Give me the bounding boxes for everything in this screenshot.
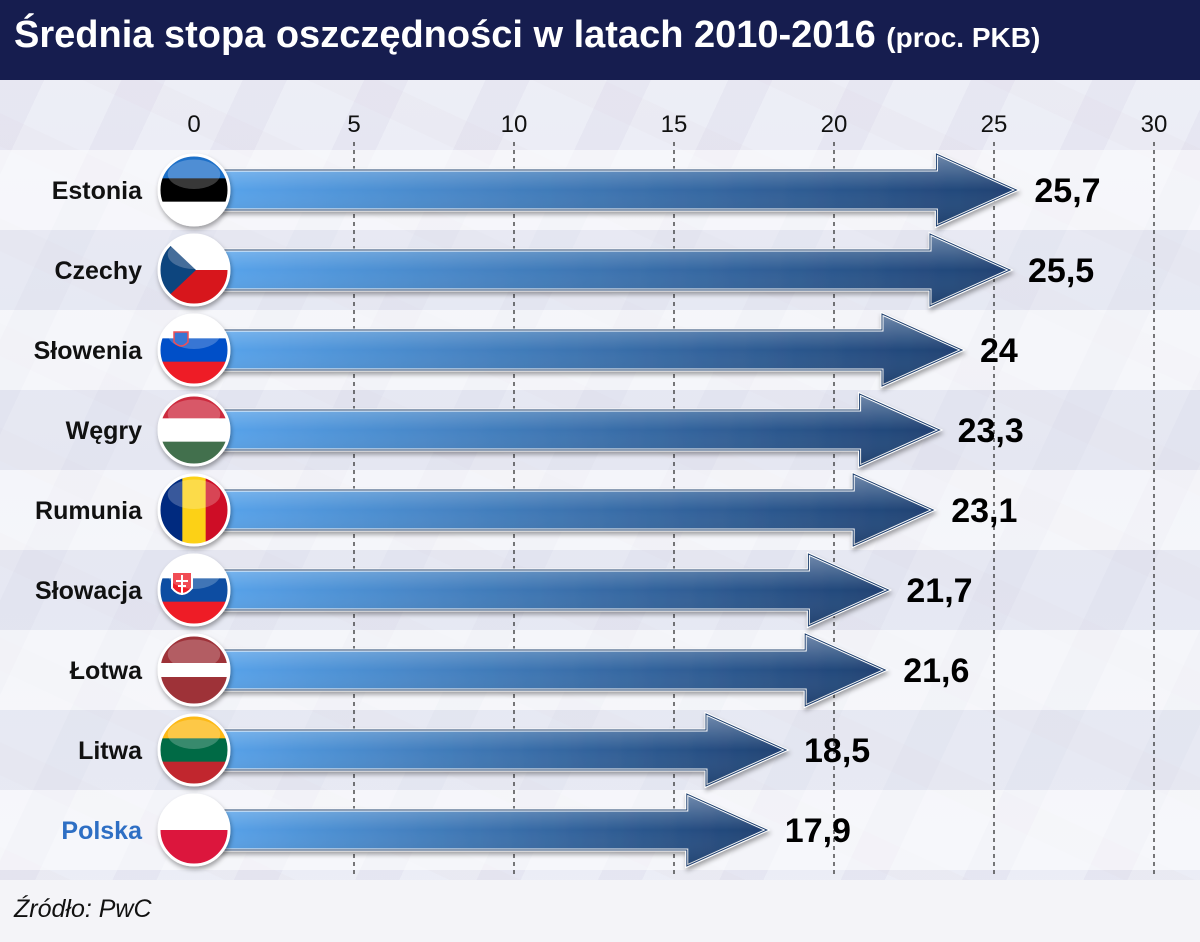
bar-arrow-shine <box>199 233 1012 307</box>
bar-arrow-shine <box>199 793 769 867</box>
category-label: Węgry <box>66 417 143 445</box>
bar-arrow-shine <box>199 313 964 387</box>
value-label: 18,5 <box>804 732 870 770</box>
value-label: 21,7 <box>906 572 972 610</box>
source-note: Źródło: PwC <box>14 895 152 923</box>
bar-row: Polska 17,9 <box>61 791 851 869</box>
bar-arrow-shine <box>199 633 887 707</box>
x-tick-label: 0 <box>187 111 200 138</box>
category-label: Słowacja <box>35 577 143 605</box>
category-label: Słowenia <box>34 337 143 365</box>
bar-arrow-shine <box>199 393 941 467</box>
category-label: Czechy <box>54 257 142 285</box>
category-label: Estonia <box>52 177 143 205</box>
footer <box>0 880 1200 942</box>
x-tick-label: 20 <box>821 111 848 138</box>
x-tick-label: 25 <box>981 111 1008 138</box>
category-label: Łotwa <box>70 657 143 685</box>
bar-arrow-shine <box>199 713 788 787</box>
bar-arrow-shine <box>199 153 1018 227</box>
category-label: Litwa <box>78 737 143 765</box>
flag-badge <box>157 553 231 627</box>
title-main: Średnia stopa oszczędności w latach 2010… <box>14 14 876 56</box>
header-bar: Średnia stopa oszczędności w latach 2010… <box>0 0 1200 80</box>
bar-row: Węgry 23,3 <box>66 391 1024 469</box>
x-tick-label: 30 <box>1141 111 1168 138</box>
page-title: Średnia stopa oszczędności w latach 2010… <box>14 14 1040 57</box>
bar-arrow-shine <box>199 473 935 547</box>
bar-row: Łotwa 21,6 <box>70 631 969 709</box>
bar-row: Czechy 25,5 <box>54 231 1094 309</box>
flag-badge <box>157 313 231 387</box>
bar-chart: 0 5 10 15 20 25 30 Estonia 25,7 Czechy 25,5 Słowen… <box>0 111 1200 875</box>
value-label: 21,6 <box>903 652 969 690</box>
bar-arrow-shine <box>199 553 890 627</box>
value-label: 25,5 <box>1028 252 1094 290</box>
bar-row: Rumunia 23,1 <box>35 471 1017 549</box>
flag-badge <box>157 633 231 707</box>
bar-row: Słowenia 24 <box>34 311 1018 389</box>
bars: Estonia 25,7 Czechy 25,5 Słowenia 24 Węgry 23,3… <box>34 151 1101 869</box>
value-label: 24 <box>980 332 1018 370</box>
value-label: 23,1 <box>951 492 1017 530</box>
value-label: 17,9 <box>785 812 851 850</box>
category-label: Rumunia <box>35 497 143 525</box>
value-label: 23,3 <box>958 412 1024 450</box>
bar-row: Estonia 25,7 <box>52 151 1101 229</box>
x-tick-label: 15 <box>661 111 688 138</box>
flag-badge <box>157 713 231 787</box>
bar-row: Słowacja 21,7 <box>35 551 973 629</box>
x-tick-label: 5 <box>347 111 360 138</box>
flag-badge <box>157 793 231 867</box>
flag-badge <box>157 473 231 547</box>
flag-badge <box>157 153 231 227</box>
title-unit: (proc. PKB) <box>886 22 1041 53</box>
flag-badge <box>157 233 231 307</box>
x-tick-label: 10 <box>501 111 528 138</box>
value-label: 25,7 <box>1034 172 1100 210</box>
bar-row: Litwa 18,5 <box>78 711 870 789</box>
x-axis-ticks: 0 5 10 15 20 25 30 <box>187 111 1167 138</box>
flag-badge <box>157 393 231 467</box>
category-label: Polska <box>61 817 143 845</box>
